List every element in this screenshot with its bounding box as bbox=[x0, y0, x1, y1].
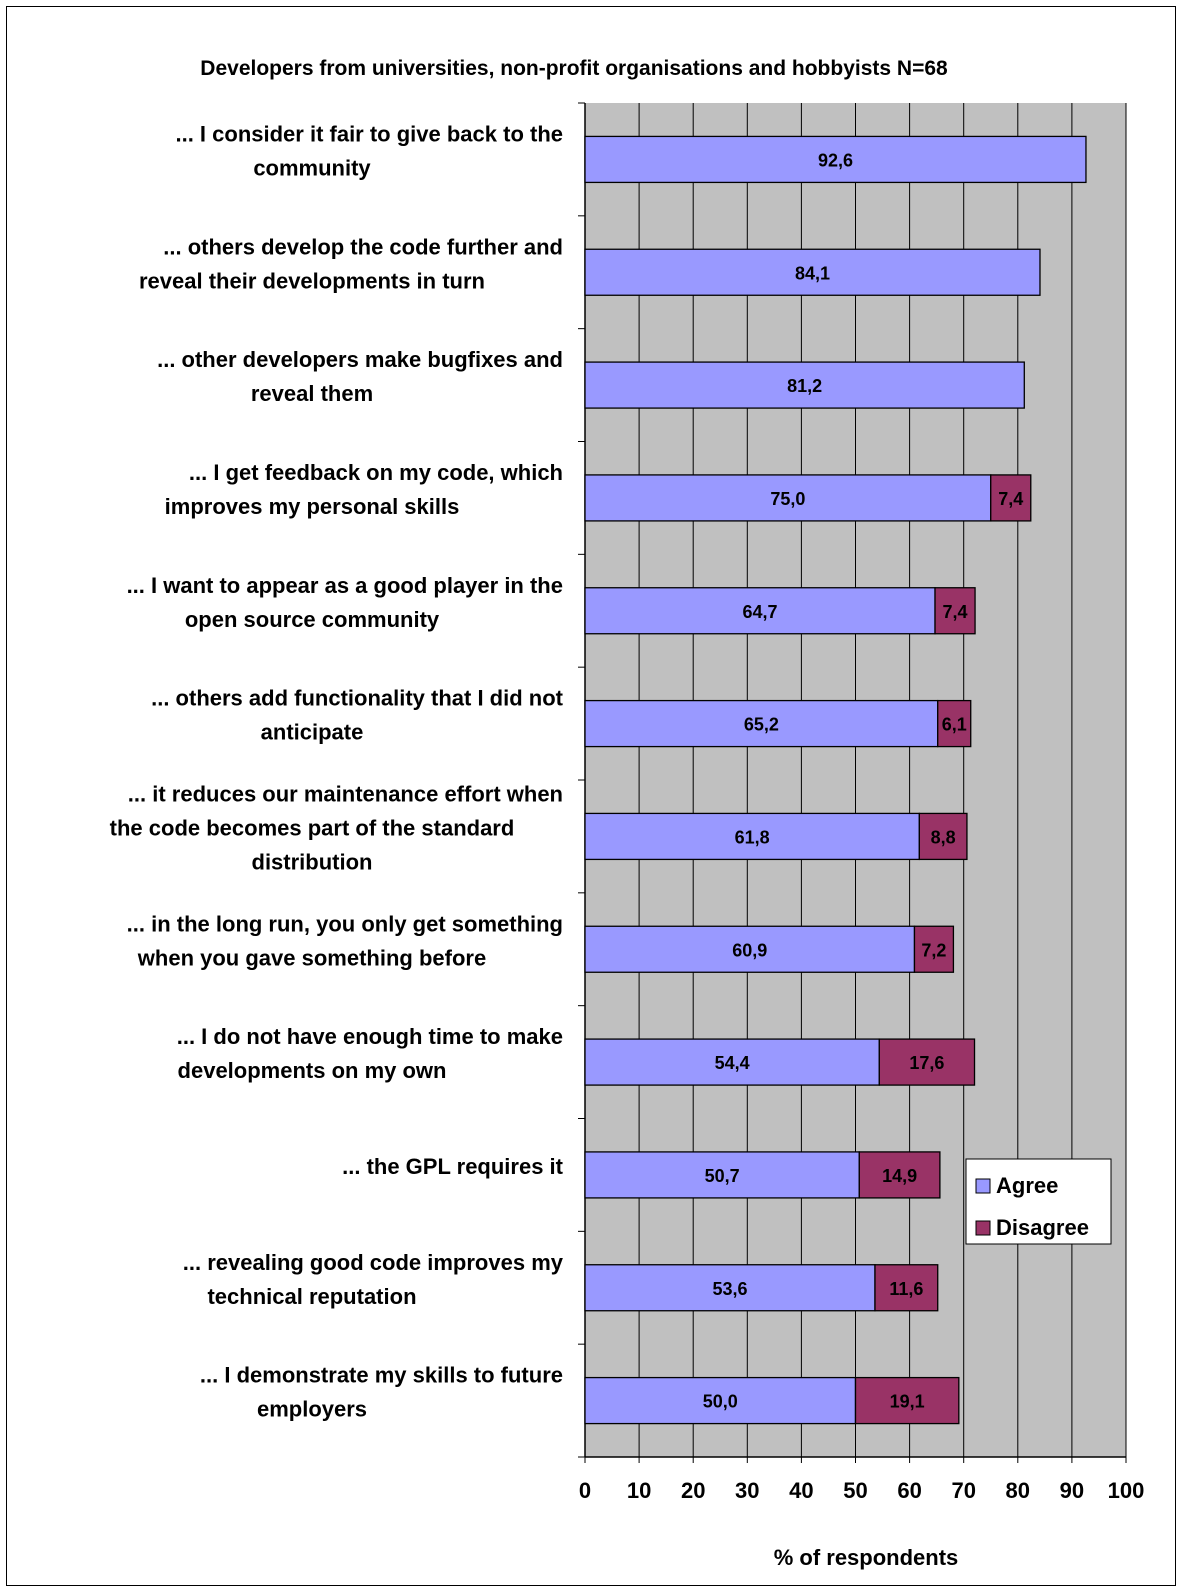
x-tick-label: 90 bbox=[1060, 1478, 1084, 1503]
category-label: reveal them bbox=[251, 381, 373, 406]
x-tick-label: 50 bbox=[843, 1478, 867, 1503]
data-label-disagree: 8,8 bbox=[931, 827, 956, 847]
bar-disagree bbox=[934, 587, 976, 635]
legend bbox=[965, 1158, 1112, 1245]
data-label-disagree: 11,6 bbox=[889, 1279, 923, 1299]
data-label-agree: 84,1 bbox=[795, 263, 830, 283]
bar-disagree bbox=[913, 925, 955, 973]
category-label: community bbox=[253, 155, 371, 180]
category-label: developments on my own bbox=[178, 1058, 447, 1083]
bar-agree bbox=[584, 474, 992, 522]
data-label-agree: 54,4 bbox=[715, 1053, 750, 1073]
data-label-disagree: 14,9 bbox=[882, 1166, 917, 1186]
category-label: ... I do not have enough time to make bbox=[177, 1024, 563, 1049]
x-tick-label: 60 bbox=[897, 1478, 921, 1503]
category-label: employers bbox=[257, 1397, 367, 1422]
data-label-agree: 50,0 bbox=[703, 1392, 738, 1412]
data-label-agree: 61,8 bbox=[735, 827, 770, 847]
category-label: reveal their developments in turn bbox=[139, 268, 485, 293]
category-label: ... it reduces our maintenance effort wh… bbox=[128, 781, 563, 806]
x-tick-label: 10 bbox=[627, 1478, 651, 1503]
category-label: ... in the long run, you only get someth… bbox=[127, 911, 563, 936]
data-label-disagree: 17,6 bbox=[909, 1053, 944, 1073]
category-label: ... others develop the code further and bbox=[163, 234, 563, 259]
x-tick-label: 70 bbox=[951, 1478, 975, 1503]
category-label: ... I want to appear as a good player in… bbox=[127, 573, 563, 598]
data-label-disagree: 19,1 bbox=[890, 1392, 925, 1412]
bar-disagree bbox=[918, 812, 968, 861]
category-label: anticipate bbox=[261, 720, 364, 745]
data-label-agree: 65,2 bbox=[744, 715, 779, 735]
bar-disagree bbox=[874, 1264, 939, 1312]
data-label-agree: 81,2 bbox=[787, 376, 822, 396]
category-label: ... the GPL requires it bbox=[342, 1154, 564, 1179]
category-label: ... revealing good code improves my bbox=[183, 1250, 564, 1275]
chart-title: Developers from universities, non-profit… bbox=[200, 57, 948, 80]
bar-agree bbox=[584, 361, 1025, 409]
bar-agree bbox=[584, 925, 916, 973]
x-tick-label: 0 bbox=[579, 1478, 591, 1503]
bar-agree bbox=[584, 1264, 876, 1312]
x-tick-label: 100 bbox=[1108, 1478, 1145, 1503]
x-axis-label: % of respondents bbox=[774, 1545, 959, 1570]
legend-label-agree: Agree bbox=[996, 1173, 1058, 1198]
category-label: ... others add functionality that I did … bbox=[151, 686, 564, 711]
legend-swatch-agree bbox=[975, 1178, 991, 1194]
data-label-agree: 60,9 bbox=[732, 940, 767, 960]
category-label: technical reputation bbox=[207, 1284, 416, 1309]
data-label-agree: 53,6 bbox=[712, 1279, 747, 1299]
category-label: ... other developers make bugfixes and bbox=[157, 347, 563, 372]
data-label-disagree: 7,4 bbox=[998, 489, 1023, 509]
bar-agree bbox=[584, 248, 1041, 296]
bar-agree bbox=[584, 812, 920, 861]
category-label: when you gave something before bbox=[137, 945, 486, 970]
category-label: ... I demonstrate my skills to future bbox=[200, 1363, 563, 1388]
category-label: distribution bbox=[252, 849, 373, 874]
data-label-agree: 75,0 bbox=[770, 489, 805, 509]
x-tick-label: 40 bbox=[789, 1478, 813, 1503]
bar-disagree bbox=[937, 699, 972, 748]
data-label-agree: 64,7 bbox=[742, 602, 777, 622]
category-label: ... I consider it fair to give back to t… bbox=[175, 121, 563, 146]
bar-disagree bbox=[990, 474, 1032, 522]
category-label: open source community bbox=[185, 607, 440, 632]
category-label: ... I get feedback on my code, which bbox=[189, 460, 563, 485]
legend-swatch-disagree bbox=[975, 1220, 991, 1236]
x-tick-label: 20 bbox=[681, 1478, 705, 1503]
bar-agree bbox=[584, 699, 939, 748]
data-label-disagree: 7,4 bbox=[943, 602, 968, 622]
bar-agree bbox=[584, 587, 936, 635]
data-label-agree: 92,6 bbox=[818, 150, 853, 170]
legend-label-disagree: Disagree bbox=[996, 1215, 1089, 1240]
bar-disagree bbox=[858, 1151, 941, 1199]
bar-disagree bbox=[878, 1038, 976, 1086]
data-label-disagree: 6,1 bbox=[942, 715, 967, 735]
category-label: improves my personal skills bbox=[165, 494, 460, 519]
x-tick-label: 30 bbox=[735, 1478, 759, 1503]
x-tick-label: 80 bbox=[1006, 1478, 1030, 1503]
data-label-agree: 50,7 bbox=[705, 1166, 740, 1186]
bar-agree bbox=[584, 135, 1087, 184]
category-label: the code becomes part of the standard bbox=[110, 815, 515, 840]
data-label-disagree: 7,2 bbox=[921, 940, 946, 960]
bar-disagree bbox=[854, 1376, 960, 1425]
